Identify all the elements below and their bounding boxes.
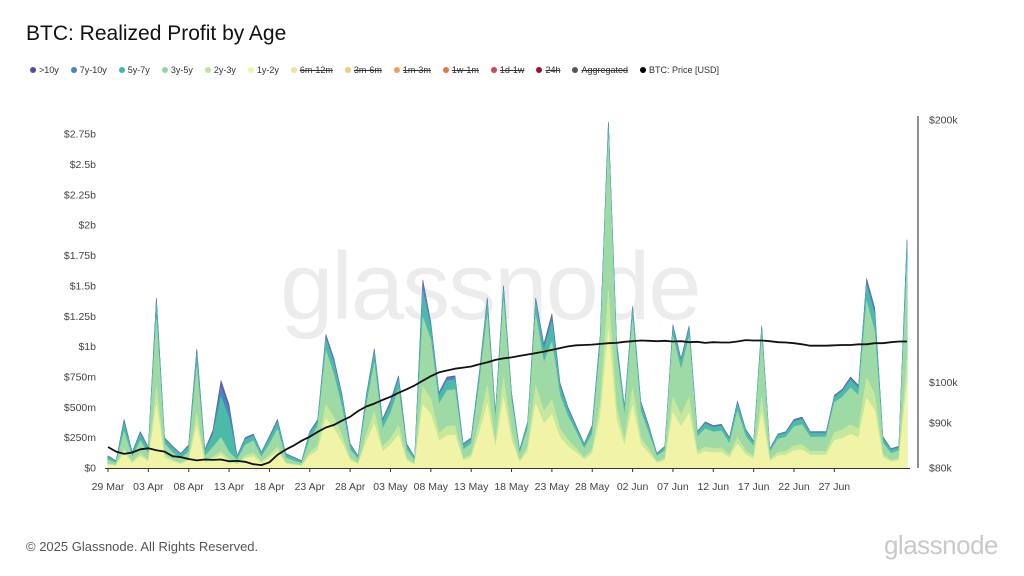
y-tick-label: $2.75b	[64, 129, 96, 141]
y-tick-label: $0	[84, 463, 96, 475]
y-tick-label: $2b	[78, 220, 96, 232]
legend-label: Aggregated	[581, 65, 629, 75]
legend-dot	[442, 67, 449, 73]
legend-label: >10y	[39, 65, 59, 75]
y-tick-label: $2.25b	[64, 189, 96, 201]
x-tick-label: 12 Jun	[698, 481, 730, 493]
legend-item-1w-1m[interactable]: 1w-1m	[442, 65, 479, 75]
y-tick-label: $1.25b	[64, 311, 96, 323]
legend-item-aggregated[interactable]: Aggregated	[572, 65, 628, 75]
x-tick-label: 29 Mar	[92, 481, 125, 493]
legend-label: 1m-3m	[402, 65, 431, 75]
x-tick-label: 02 Jun	[617, 481, 649, 493]
x-tick-label: 28 May	[575, 481, 610, 493]
legend-dot	[344, 67, 351, 73]
y-tick-label: $1.5b	[70, 280, 96, 292]
chart-legend: >10y 7y-10y 5y-7y 3y-5y 2y-3y 1y-2y 6m-12m 3m-6…	[30, 64, 731, 76]
x-tick-label: 22 Jun	[778, 481, 810, 493]
legend-label: 7y-10y	[79, 65, 107, 75]
x-tick-label: 18 Apr	[254, 481, 285, 493]
x-tick-label: 08 May	[414, 481, 449, 493]
x-tick-label: 03 May	[373, 481, 408, 493]
legend-item-6m-12m[interactable]: 6m-12m	[290, 65, 333, 75]
chart-title: BTC: Realized Profit by Age	[26, 22, 287, 45]
glassnode-logo: glassnode	[883, 530, 999, 560]
y-tick-label: $2.5b	[70, 159, 96, 171]
legend-dot	[247, 67, 254, 73]
legend-label: 3m-6m	[353, 65, 382, 75]
legend-dot	[490, 67, 497, 73]
x-tick-label: 18 May	[494, 481, 529, 493]
legend-dot	[70, 67, 77, 73]
y-tick-label: $250m	[64, 432, 96, 444]
legend-item-1d-1w[interactable]: 1d-1w	[490, 65, 525, 75]
legend-dot	[204, 67, 211, 73]
legend-dot	[640, 67, 647, 73]
legend-dot	[161, 67, 168, 73]
y-tick-label: $1.75b	[64, 250, 96, 262]
legend-dot	[30, 67, 36, 73]
legend-label: 2y-3y	[213, 65, 236, 75]
legend-item-10y[interactable]: >10y	[30, 65, 59, 75]
legend-dot	[572, 67, 579, 73]
x-tick-label: 23 May	[535, 481, 570, 493]
legend-label: 5y-7y	[127, 65, 150, 75]
legend-item-5y-7y[interactable]: 5y-7y	[118, 65, 150, 75]
stacked-area-layers	[107, 121, 908, 469]
x-tick-label: 27 Jun	[819, 481, 851, 493]
legend-label: 1y-2y	[256, 65, 279, 75]
x-tick-label: 13 May	[454, 481, 489, 493]
legend-item-2y-3y[interactable]: 2y-3y	[204, 65, 236, 75]
legend-dot	[393, 67, 400, 73]
legend-dot	[118, 67, 125, 73]
legend-label: 3y-5y	[170, 65, 193, 75]
legend-item-3m-6m[interactable]: 3m-6m	[344, 65, 382, 75]
y-axis-right: $80k $90k $100k $200k	[917, 115, 958, 475]
y-axis-left: $0 $250m $500m $750m $1b $1.25b $1.5b $1.75b $2b…	[64, 129, 96, 475]
y-right-tick-label: $90k	[929, 417, 953, 429]
copyright-text: © 2025 Glassnode. All Rights Reserved.	[26, 539, 259, 554]
btc-price-line	[107, 339, 907, 466]
x-tick-label: 08 Apr	[174, 481, 205, 493]
y-tick-label: $500m	[64, 402, 96, 414]
y-right-tick-label: $100k	[929, 377, 958, 389]
legend-dot	[290, 67, 297, 73]
legend-label: 24h	[545, 65, 561, 75]
legend-item-24h[interactable]: 24h	[536, 65, 560, 75]
y-tick-label: $750m	[64, 371, 96, 383]
legend-label: BTC: Price [USD]	[649, 65, 720, 75]
legend-item-7y-10y[interactable]: 7y-10y	[70, 65, 107, 75]
legend-item-3y-5y[interactable]: 3y-5y	[161, 65, 193, 75]
y-right-tick-label: $200k	[929, 115, 958, 127]
area-series-1y-2y	[107, 329, 908, 469]
x-tick-label: 07 Jun	[657, 481, 689, 493]
legend-label: 1w-1m	[451, 65, 479, 75]
x-tick-label: 28 Apr	[335, 481, 366, 493]
x-tick-label: 17 Jun	[738, 481, 770, 493]
legend-item-btc-price-usd[interactable]: BTC: Price [USD]	[640, 65, 719, 75]
x-tick-label: 03 Apr	[133, 481, 164, 493]
x-tick-label: 13 Apr	[214, 481, 245, 493]
x-axis: 29 Mar 03 Apr 08 Apr 13 Apr 18 Apr 23 Apr 28 A…	[92, 468, 910, 493]
legend-label: 6m-12m	[299, 65, 333, 75]
y-right-tick-label: $80k	[929, 463, 953, 475]
x-tick-label: 23 Apr	[295, 481, 326, 493]
legend-item-1y-2y[interactable]: 1y-2y	[247, 65, 279, 75]
legend-dot	[536, 67, 543, 73]
legend-item-1m-3m[interactable]: 1m-3m	[393, 65, 431, 75]
legend-label: 1d-1w	[499, 65, 525, 75]
y-tick-label: $1b	[78, 341, 96, 353]
